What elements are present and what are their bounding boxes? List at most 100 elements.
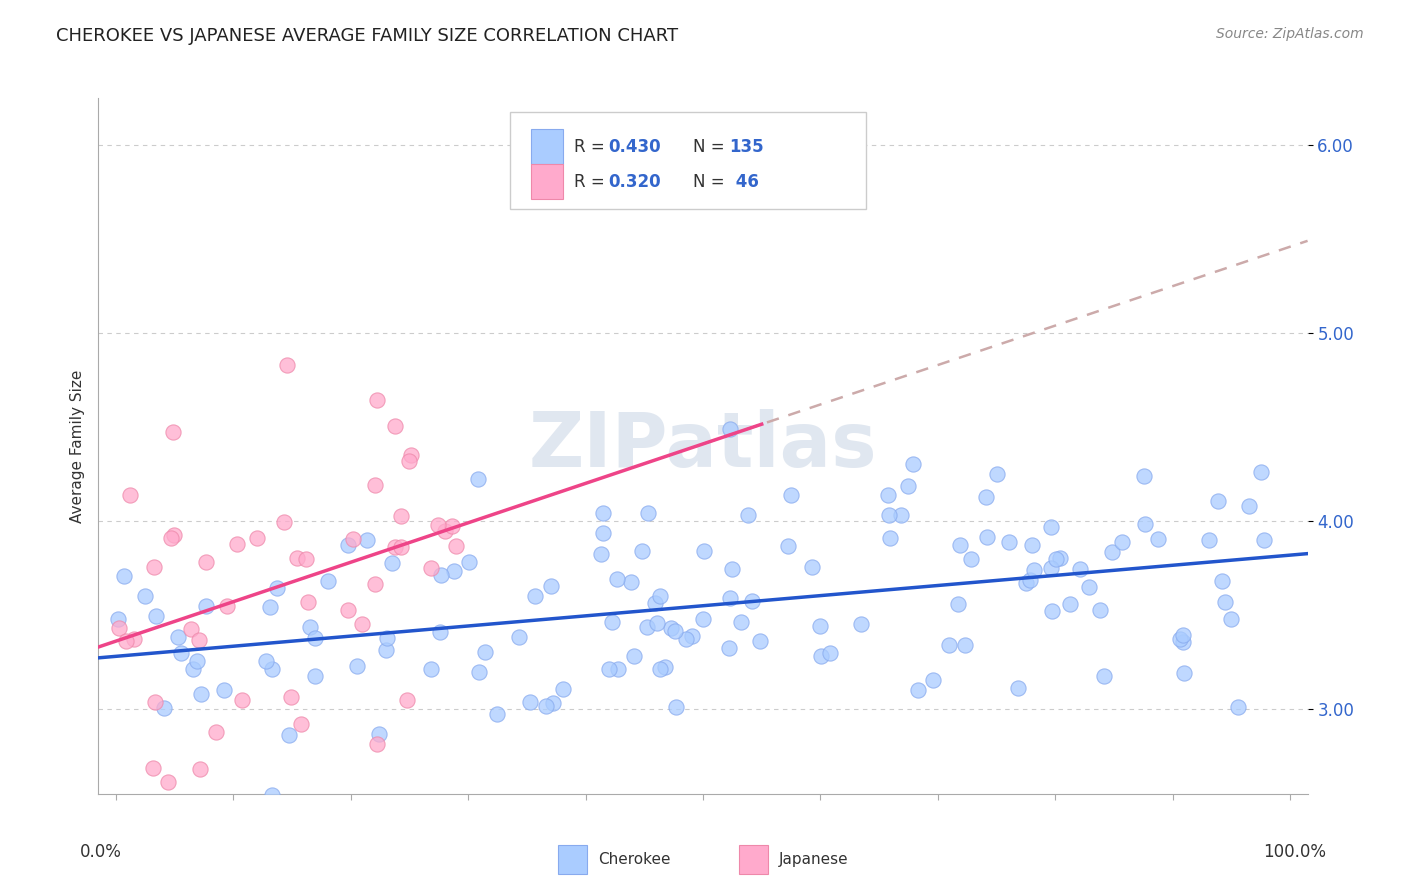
Point [186, 654, 208, 668]
Point [1133, 468, 1156, 483]
Point [398, 454, 420, 468]
Point [474, 645, 496, 659]
Point [808, 619, 831, 633]
Point [1226, 700, 1249, 714]
Point [443, 564, 465, 578]
Point [519, 695, 541, 709]
Point [1007, 681, 1029, 696]
Point [508, 630, 530, 644]
Y-axis label: Average Family Size: Average Family Size [69, 369, 84, 523]
FancyBboxPatch shape [740, 845, 768, 874]
Point [366, 393, 388, 408]
Point [375, 631, 398, 645]
Point [849, 616, 872, 631]
Point [879, 531, 901, 545]
Point [907, 682, 929, 697]
Point [748, 634, 770, 648]
Point [553, 681, 575, 696]
Text: 0.320: 0.320 [609, 173, 661, 191]
Point [534, 698, 557, 713]
Text: R =: R = [574, 173, 610, 191]
Point [384, 419, 406, 434]
Point [592, 526, 614, 541]
Point [205, 725, 228, 739]
Point [299, 620, 322, 634]
Point [426, 518, 449, 533]
Point [259, 600, 281, 615]
Point [467, 472, 489, 486]
Point [163, 528, 186, 542]
Point [1092, 669, 1115, 683]
Point [364, 577, 387, 591]
Point [429, 568, 451, 582]
Point [420, 662, 443, 676]
Point [1039, 561, 1062, 575]
Point [108, 621, 131, 635]
Point [444, 539, 467, 553]
Point [631, 544, 654, 558]
Point [401, 448, 423, 462]
Point [1250, 466, 1272, 480]
Point [217, 599, 239, 614]
Point [592, 506, 614, 520]
Point [1198, 533, 1220, 547]
Point [419, 561, 441, 575]
Point [718, 591, 741, 605]
Point [1220, 612, 1243, 626]
Point [903, 457, 925, 471]
Point [654, 660, 676, 674]
Point [718, 640, 741, 655]
Point [170, 646, 193, 660]
Point [297, 595, 319, 609]
Point [485, 707, 508, 722]
Point [363, 478, 385, 492]
Point [429, 624, 451, 639]
Point [277, 728, 299, 742]
Point [818, 646, 841, 660]
Point [1173, 628, 1195, 642]
Point [389, 509, 412, 524]
Point [295, 551, 318, 566]
FancyBboxPatch shape [531, 164, 562, 199]
Point [876, 488, 898, 502]
Point [938, 638, 960, 652]
Point [336, 603, 359, 617]
Point [159, 531, 181, 545]
Text: 100.0%: 100.0% [1263, 843, 1326, 861]
Point [266, 581, 288, 595]
Point [195, 555, 218, 569]
Point [346, 658, 368, 673]
Point [134, 589, 156, 603]
Point [922, 673, 945, 687]
Point [231, 693, 253, 707]
Point [457, 555, 479, 569]
Point [636, 620, 658, 634]
Point [800, 559, 823, 574]
Point [214, 683, 236, 698]
Point [162, 425, 184, 439]
Point [598, 662, 620, 676]
Point [623, 649, 645, 664]
Point [946, 597, 969, 611]
Point [998, 535, 1021, 549]
Point [262, 662, 284, 676]
Point [152, 701, 174, 715]
Point [1211, 574, 1233, 588]
Text: ZIPatlas: ZIPatlas [529, 409, 877, 483]
Point [524, 589, 547, 603]
Point [188, 632, 211, 647]
Point [637, 506, 659, 520]
Point [352, 616, 374, 631]
Point [675, 632, 697, 646]
Point [1237, 499, 1260, 513]
Point [290, 717, 312, 731]
Point [541, 696, 564, 710]
Point [720, 422, 742, 436]
Text: 0.0%: 0.0% [80, 843, 122, 861]
Point [124, 632, 146, 646]
Point [897, 479, 920, 493]
Point [194, 599, 217, 613]
Point [681, 629, 703, 643]
Point [1111, 535, 1133, 549]
Point [1015, 576, 1038, 591]
